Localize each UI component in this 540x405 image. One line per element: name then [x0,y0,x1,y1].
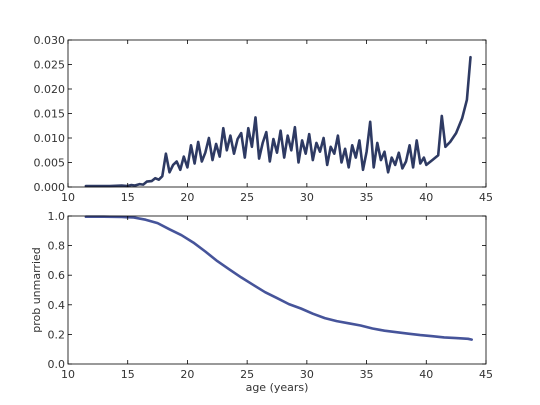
x-tick-label: 20 [180,191,194,204]
x-tick-label: 35 [360,191,374,204]
survival-panel: 10 15 20 25 30 35 40 45 0.0 0.2 0.4 0.6 0.8 1.0 age (y… [30,210,493,394]
y-tick-label: 0.6 [48,269,66,282]
hazard-panel: 10 15 20 25 30 35 40 45 0.000 0.005 0.010 0.015 0.02… [34,34,494,204]
x-tick-label: 10 [61,368,75,381]
x-axis-label: age (years) [246,381,309,394]
x-tick-label: 40 [419,368,433,381]
x-tick-label: 15 [121,368,135,381]
x-tick-label: 35 [360,368,374,381]
series-line-0 [84,215,473,341]
plot-frame [67,39,487,188]
y-tick-label: 0.8 [48,240,66,253]
x-tick-label: 25 [240,368,254,381]
y-tick-label: 0.4 [48,299,66,312]
series-line-0 [84,55,472,188]
y-tick-label: 0.030 [34,34,66,47]
y-tick-label: 0.005 [34,157,66,170]
y-tick-label: 0.0 [48,358,66,371]
y-tick-label: 0.010 [34,132,66,145]
y-axis-label: prob unmarried [30,247,43,333]
y-tick-label: 0.025 [34,59,66,72]
y-tick-label: 0.020 [34,83,66,96]
x-tick-label: 20 [180,368,194,381]
x-tick-label: 10 [61,191,75,204]
y-tick-label: 0.2 [48,328,66,341]
x-tick-label: 40 [419,191,433,204]
x-tick-label: 45 [479,368,493,381]
plot-frame [67,215,487,365]
y-tick-label: 0.015 [34,108,66,121]
x-tick-label: 30 [300,368,314,381]
x-tick-label: 45 [479,191,493,204]
y-tick-label: 0.000 [34,181,66,194]
x-tick-label: 15 [121,191,135,204]
x-tick-label: 25 [240,191,254,204]
x-tick-label: 30 [300,191,314,204]
y-tick-label: 1.0 [48,210,66,223]
